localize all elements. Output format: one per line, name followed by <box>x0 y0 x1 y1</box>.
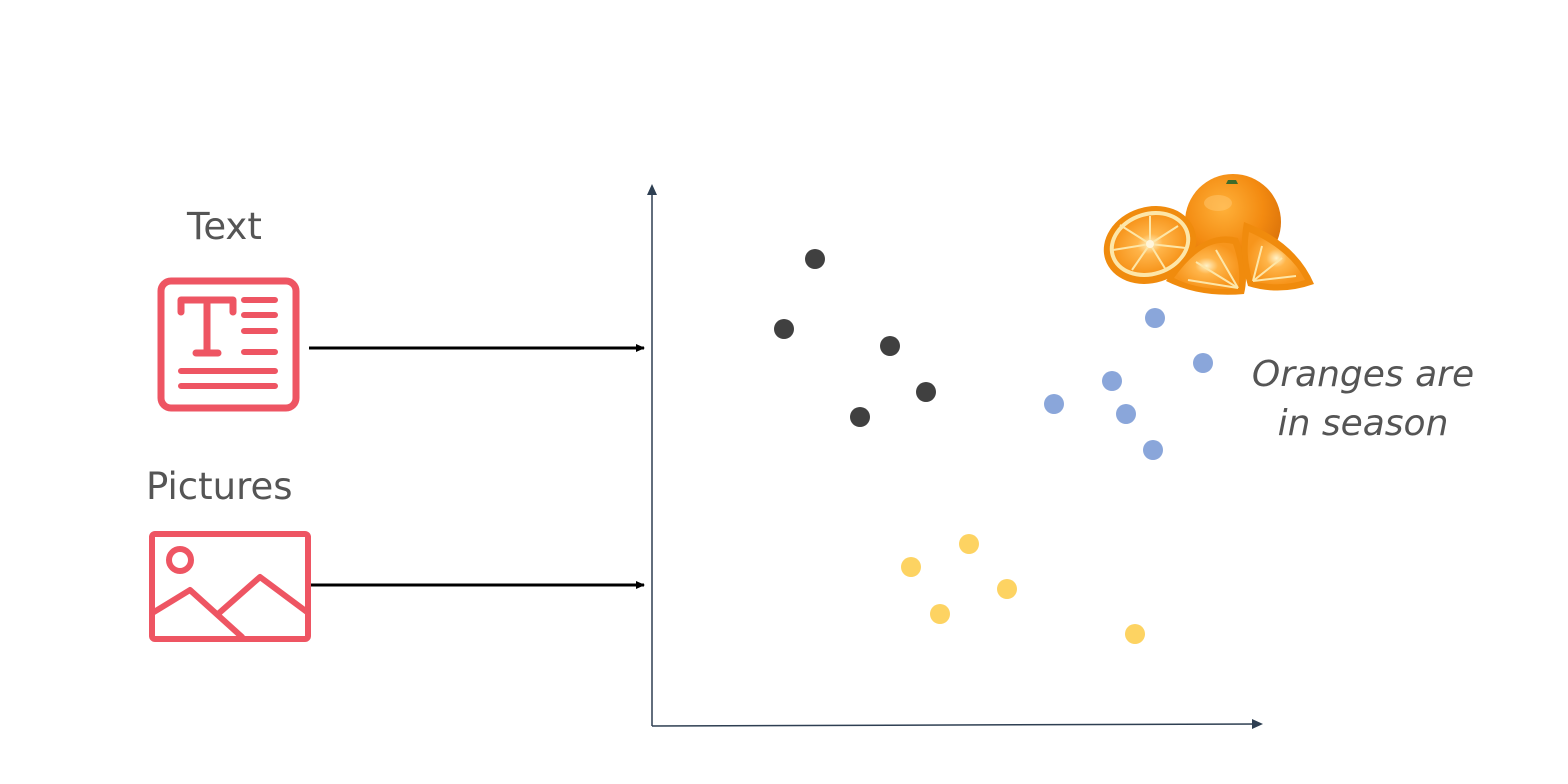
dark-cluster <box>774 249 936 427</box>
scatter-point <box>1145 308 1165 328</box>
scatter-point <box>930 604 950 624</box>
scatter-point <box>880 336 900 356</box>
pictures-input-label: Pictures <box>146 465 293 508</box>
scatter-point <box>1143 440 1163 460</box>
scatter-point <box>805 249 825 269</box>
scatter-point <box>1102 371 1122 391</box>
scatter-point <box>997 579 1017 599</box>
scatter-point <box>916 382 936 402</box>
text-document-icon <box>157 277 300 412</box>
text-input-label: Text <box>187 205 262 248</box>
scatter-point <box>1044 394 1064 414</box>
caption-line-1: Oranges are <box>1251 354 1475 395</box>
yellow-cluster <box>901 534 1145 644</box>
scatter-point <box>774 319 794 339</box>
x-axis <box>651 719 1263 730</box>
caption-line-2: in season <box>1277 403 1449 444</box>
scatter-point <box>850 407 870 427</box>
scatter-point <box>959 534 979 554</box>
oranges-illustration <box>1103 174 1314 295</box>
blue-cluster <box>1044 308 1213 460</box>
scatter-point <box>1116 404 1136 424</box>
image-landscape-icon <box>149 531 311 642</box>
scatter-point <box>901 557 921 577</box>
cluster-caption: Oranges are in season <box>1228 350 1498 448</box>
scatter-point <box>1125 624 1145 644</box>
scatter-point <box>1193 353 1213 373</box>
